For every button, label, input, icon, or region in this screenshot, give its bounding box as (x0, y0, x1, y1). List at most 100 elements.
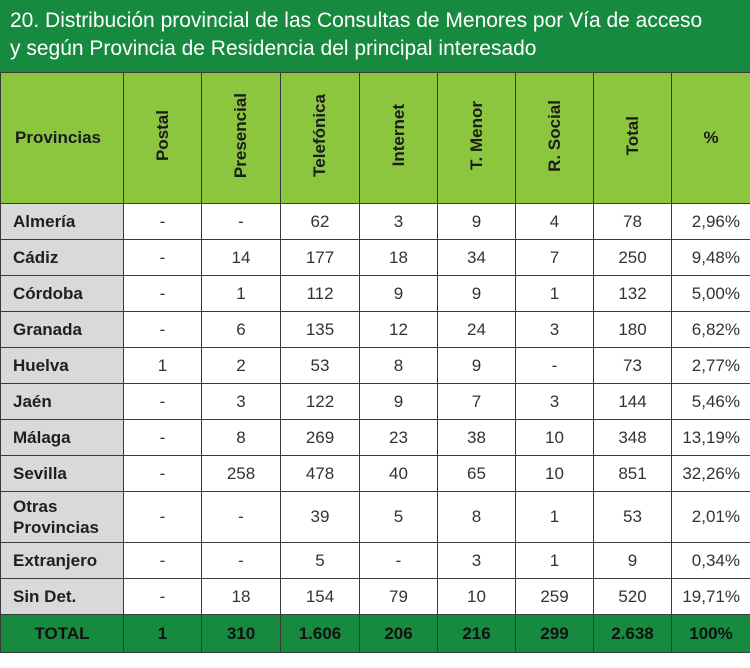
cell-internet: 9 (359, 275, 438, 312)
cell-t-menor: 10 (437, 578, 516, 615)
cell-internet: 18 (359, 239, 438, 276)
cell-telefonica: 53 (280, 347, 360, 384)
cell-presencial: 258 (201, 455, 281, 492)
total-internet: 206 (359, 614, 438, 653)
header-telefonica: Telefónica (280, 72, 360, 204)
row-label: Granada (0, 311, 124, 348)
cell-presencial: - (201, 542, 281, 579)
header-total: Total (593, 72, 672, 204)
consultas-table: Provincias Postal Presencial Telefónica … (0, 72, 750, 653)
total-postal: 1 (123, 614, 202, 653)
cell-postal: - (123, 311, 202, 348)
cell-t-menor: 24 (437, 311, 516, 348)
cell-t-menor: 65 (437, 455, 516, 492)
cell-telefonica: 5 (280, 542, 360, 579)
cell-r-social: 1 (515, 275, 594, 312)
cell-percent: 2,96% (671, 203, 750, 240)
cell-postal: - (123, 542, 202, 579)
total-presencial: 310 (201, 614, 281, 653)
cell-t-menor: 9 (437, 203, 516, 240)
row-label: Sin Det. (0, 578, 124, 615)
cell-internet: 12 (359, 311, 438, 348)
table-row: Málaga - 8 269 23 38 10 348 13,19% (0, 419, 750, 456)
cell-t-menor: 9 (437, 275, 516, 312)
row-label-line-2: Provincias (13, 518, 99, 537)
cell-percent: 19,71% (671, 578, 750, 615)
cell-telefonica: 154 (280, 578, 360, 615)
header-presencial: Presencial (201, 72, 281, 204)
cell-total: 73 (593, 347, 672, 384)
cell-r-social: 259 (515, 578, 594, 615)
cell-presencial: 6 (201, 311, 281, 348)
cell-telefonica: 269 (280, 419, 360, 456)
cell-r-social: 1 (515, 491, 594, 543)
cell-t-menor: 3 (437, 542, 516, 579)
header-internet: Internet (359, 72, 438, 204)
cell-r-social: 10 (515, 455, 594, 492)
cell-total: 348 (593, 419, 672, 456)
cell-total: 53 (593, 491, 672, 543)
cell-total: 520 (593, 578, 672, 615)
cell-percent: 32,26% (671, 455, 750, 492)
cell-postal: - (123, 419, 202, 456)
header-percent: % (671, 72, 750, 204)
cell-r-social: 1 (515, 542, 594, 579)
cell-telefonica: 135 (280, 311, 360, 348)
cell-t-menor: 38 (437, 419, 516, 456)
cell-internet: 8 (359, 347, 438, 384)
cell-presencial: 3 (201, 383, 281, 420)
cell-total: 250 (593, 239, 672, 276)
header-t-menor: T. Menor (437, 72, 516, 204)
table-title: 20. Distribución provincial de las Consu… (0, 0, 750, 72)
cell-t-menor: 7 (437, 383, 516, 420)
table-title-line-1: 20. Distribución provincial de las Consu… (10, 9, 703, 32)
cell-telefonica: 122 (280, 383, 360, 420)
total-percent: 100% (671, 614, 750, 653)
table-row: Almería - - 62 3 9 4 78 2,96% (0, 203, 750, 240)
cell-internet: 3 (359, 203, 438, 240)
cell-presencial: 18 (201, 578, 281, 615)
table-title-line-2: y según Provincia de Residencia del prin… (10, 37, 537, 60)
cell-internet: - (359, 542, 438, 579)
total-row: TOTAL 1 310 1.606 206 216 299 2.638 100% (0, 614, 750, 653)
cell-presencial: 8 (201, 419, 281, 456)
row-label: Almería (0, 203, 124, 240)
cell-presencial: 14 (201, 239, 281, 276)
total-r-social: 299 (515, 614, 594, 653)
cell-r-social: - (515, 347, 594, 384)
cell-postal: - (123, 578, 202, 615)
cell-r-social: 4 (515, 203, 594, 240)
cell-presencial: 2 (201, 347, 281, 384)
cell-percent: 6,82% (671, 311, 750, 348)
cell-percent: 2,01% (671, 491, 750, 543)
cell-t-menor: 34 (437, 239, 516, 276)
row-label: Otras Provincias (0, 491, 124, 543)
row-label: Córdoba (0, 275, 124, 312)
row-label: Sevilla (0, 455, 124, 492)
row-label: Jaén (0, 383, 124, 420)
cell-telefonica: 62 (280, 203, 360, 240)
header-postal: Postal (123, 72, 202, 204)
cell-telefonica: 177 (280, 239, 360, 276)
cell-total: 180 (593, 311, 672, 348)
cell-postal: - (123, 383, 202, 420)
cell-internet: 9 (359, 383, 438, 420)
row-label: Huelva (0, 347, 124, 384)
cell-total: 78 (593, 203, 672, 240)
cell-t-menor: 8 (437, 491, 516, 543)
cell-telefonica: 478 (280, 455, 360, 492)
row-label: Málaga (0, 419, 124, 456)
cell-telefonica: 112 (280, 275, 360, 312)
cell-postal: - (123, 491, 202, 543)
cell-percent: 0,34% (671, 542, 750, 579)
cell-r-social: 3 (515, 311, 594, 348)
table-row: Otras Provincias - - 39 5 8 1 53 2,01% (0, 491, 750, 543)
row-label: Extranjero (0, 542, 124, 579)
cell-total: 9 (593, 542, 672, 579)
row-label: Cádiz (0, 239, 124, 276)
header-provincias: Provincias (0, 72, 124, 204)
cell-internet: 5 (359, 491, 438, 543)
total-telefonica: 1.606 (280, 614, 360, 653)
table-row: Sevilla - 258 478 40 65 10 851 32,26% (0, 455, 750, 492)
cell-presencial: - (201, 203, 281, 240)
